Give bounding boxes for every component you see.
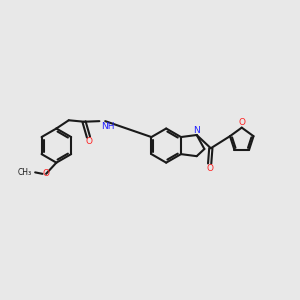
- Text: O: O: [239, 118, 246, 127]
- Text: CH₃: CH₃: [17, 168, 31, 177]
- Text: N: N: [193, 126, 200, 135]
- Text: NH: NH: [101, 122, 114, 131]
- Text: O: O: [42, 169, 49, 178]
- Text: O: O: [206, 164, 213, 173]
- Text: O: O: [86, 137, 93, 146]
